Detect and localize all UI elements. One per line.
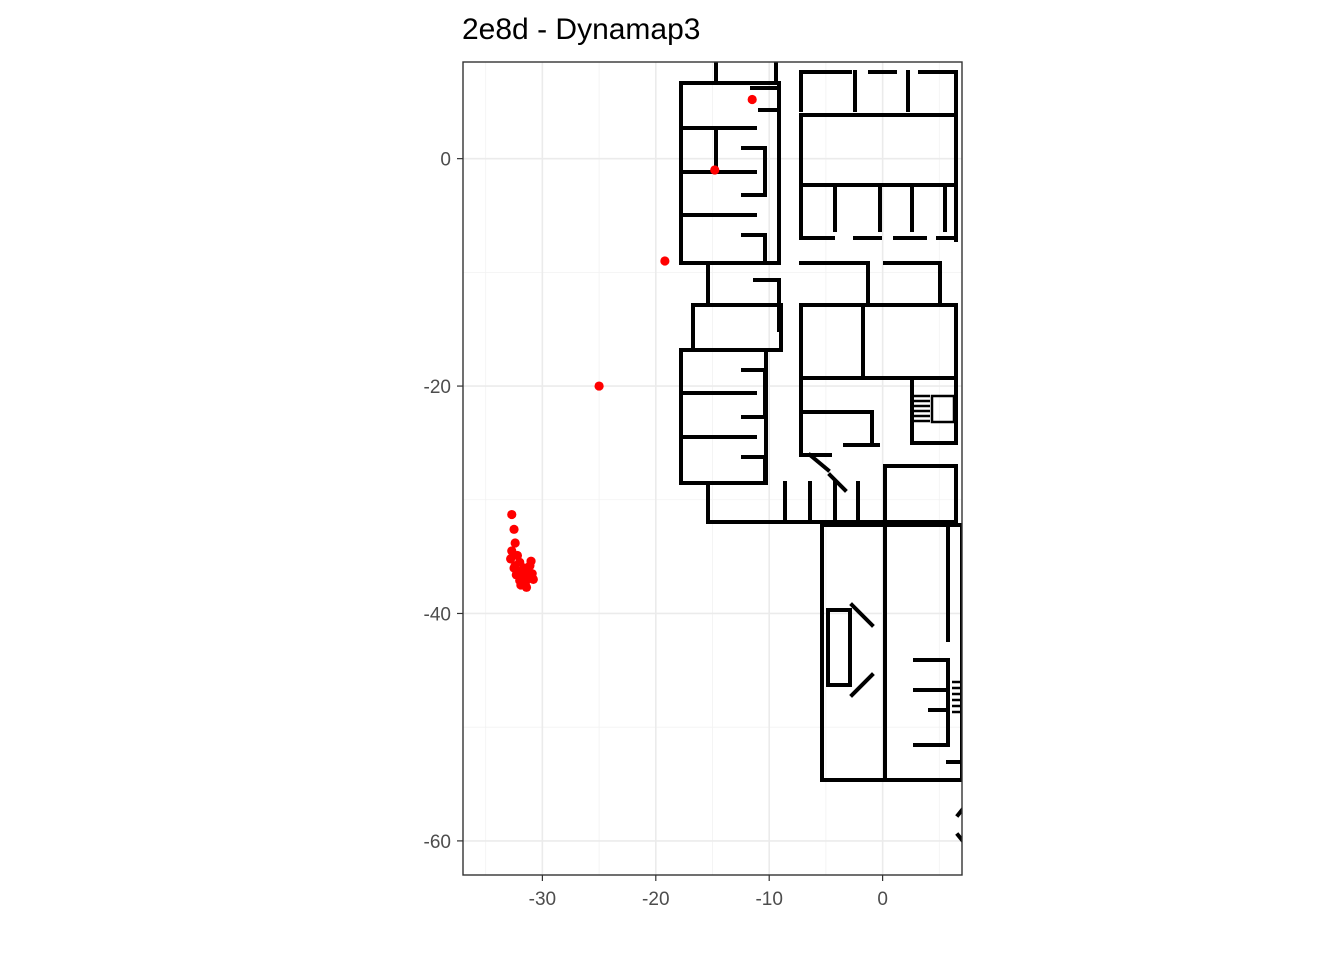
data-point xyxy=(528,574,538,584)
grid-lines xyxy=(463,62,962,875)
data-point xyxy=(594,381,604,391)
data-point xyxy=(509,524,519,534)
y-tick-label: 0 xyxy=(440,150,451,171)
data-point xyxy=(506,554,516,564)
x-tick-label: -30 xyxy=(529,889,556,910)
x-tick-label: -10 xyxy=(755,889,782,910)
chart-title: 2e8d - Dynamap3 xyxy=(462,13,700,46)
data-point xyxy=(518,567,528,578)
plot-panel xyxy=(462,61,963,876)
scatter-points xyxy=(506,94,757,592)
data-point xyxy=(747,94,757,105)
panel-border xyxy=(462,61,963,876)
data-point xyxy=(710,165,720,175)
y-tick-label: -60 xyxy=(424,832,451,853)
y-axis: 0 -20 -40 -60 xyxy=(424,150,463,853)
floor-plan-map xyxy=(679,62,962,843)
x-tick-label: 0 xyxy=(877,889,888,910)
y-tick-label: -40 xyxy=(424,604,451,625)
x-tick-label: -20 xyxy=(642,889,669,910)
y-tick-label: -20 xyxy=(424,377,451,398)
data-point xyxy=(525,561,535,571)
x-axis: -30 -20 -10 0 xyxy=(529,875,888,910)
data-point xyxy=(509,563,519,573)
data-point xyxy=(510,538,520,548)
data-point xyxy=(521,582,532,592)
data-point xyxy=(507,509,517,520)
data-point xyxy=(660,256,670,266)
